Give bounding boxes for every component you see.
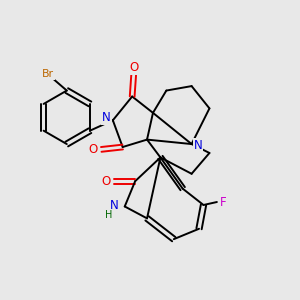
Text: N: N xyxy=(194,139,203,152)
Text: O: O xyxy=(88,143,98,156)
Text: F: F xyxy=(220,196,226,208)
Text: Br: Br xyxy=(42,69,54,79)
Text: O: O xyxy=(102,175,111,188)
Text: O: O xyxy=(129,61,138,74)
Text: N: N xyxy=(110,200,119,212)
Text: N: N xyxy=(102,111,111,124)
Text: H: H xyxy=(105,210,112,220)
